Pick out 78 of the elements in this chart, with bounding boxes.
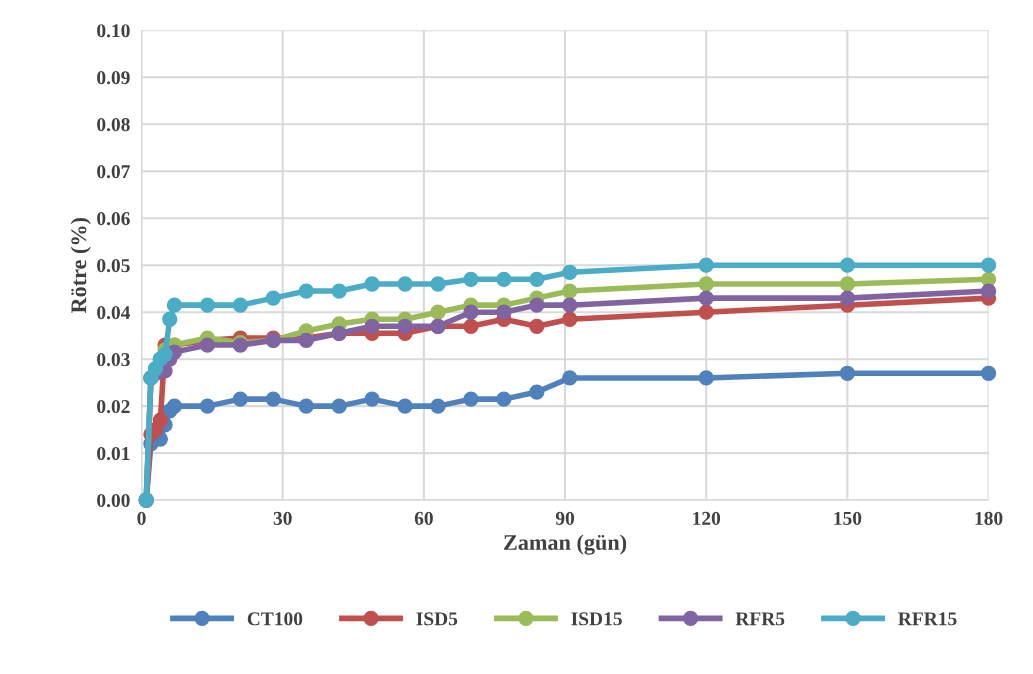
point [430,398,446,414]
x-tick-label: 150 [834,511,862,525]
point [162,311,178,327]
point [496,271,512,287]
point [839,365,856,381]
point [980,283,997,299]
point [430,276,446,292]
point [298,398,314,414]
x-tick-label: 60 [414,511,433,525]
point [331,398,347,414]
point [839,276,856,292]
point [463,304,479,320]
point [265,391,281,407]
y-tick-label: 0.04 [97,306,131,320]
legend-label: RFR5 [735,612,785,626]
point [166,398,183,414]
point [562,283,578,299]
point [496,391,512,407]
x-tick-label: 30 [273,511,292,525]
point [298,283,314,299]
point [980,365,997,381]
x-tick-label: 0 [137,511,146,525]
point [529,384,545,400]
point [562,311,578,327]
point [397,276,413,292]
point [562,264,578,280]
point [463,318,479,334]
point [698,290,714,306]
point [839,257,856,273]
legend-label: ISD15 [571,612,622,626]
point [529,318,545,334]
x-tick-label: 90 [555,511,575,525]
point [199,337,216,353]
y-tick-label: 0.08 [97,118,130,132]
point [232,297,248,313]
legend-label: RFR15 [898,612,957,626]
point [698,304,714,320]
y-tick-label: 0.10 [97,24,130,38]
point [157,346,173,363]
y-tick-label: 0.01 [97,446,130,461]
y-tick-label: 0.06 [97,212,130,226]
point [152,412,168,428]
point [463,391,479,407]
y-tick-label: 0.00 [97,493,130,508]
y-axis-title: Rötre (%) [70,217,91,314]
point [397,398,413,414]
y-tick-label: 0.05 [97,259,130,273]
point [430,304,446,320]
point [397,318,413,334]
point [496,304,512,320]
point [980,257,997,273]
point [698,276,714,292]
point [199,398,216,414]
point [232,391,248,407]
point [698,257,714,273]
x-axis-title: Zaman (gün) [504,534,627,555]
point [364,391,380,407]
point [265,290,281,306]
y-tick-label: 0.07 [97,165,130,179]
legend-label: CT100 [247,612,303,626]
point [562,297,578,313]
point [562,370,578,386]
point [166,297,183,313]
y-tick-label: 0.02 [97,399,130,414]
point [839,290,856,306]
point [199,297,216,313]
point [463,271,479,287]
x-tick-label: 180 [975,511,1003,525]
point [331,283,347,299]
point [698,370,714,386]
y-tick-label: 0.03 [97,352,130,367]
point [364,276,380,292]
legend-label: ISD5 [416,612,458,626]
point [529,271,545,287]
point [364,318,380,334]
y-tick-label: 0.09 [97,71,130,85]
x-tick-label: 120 [693,511,721,525]
point [529,297,545,313]
